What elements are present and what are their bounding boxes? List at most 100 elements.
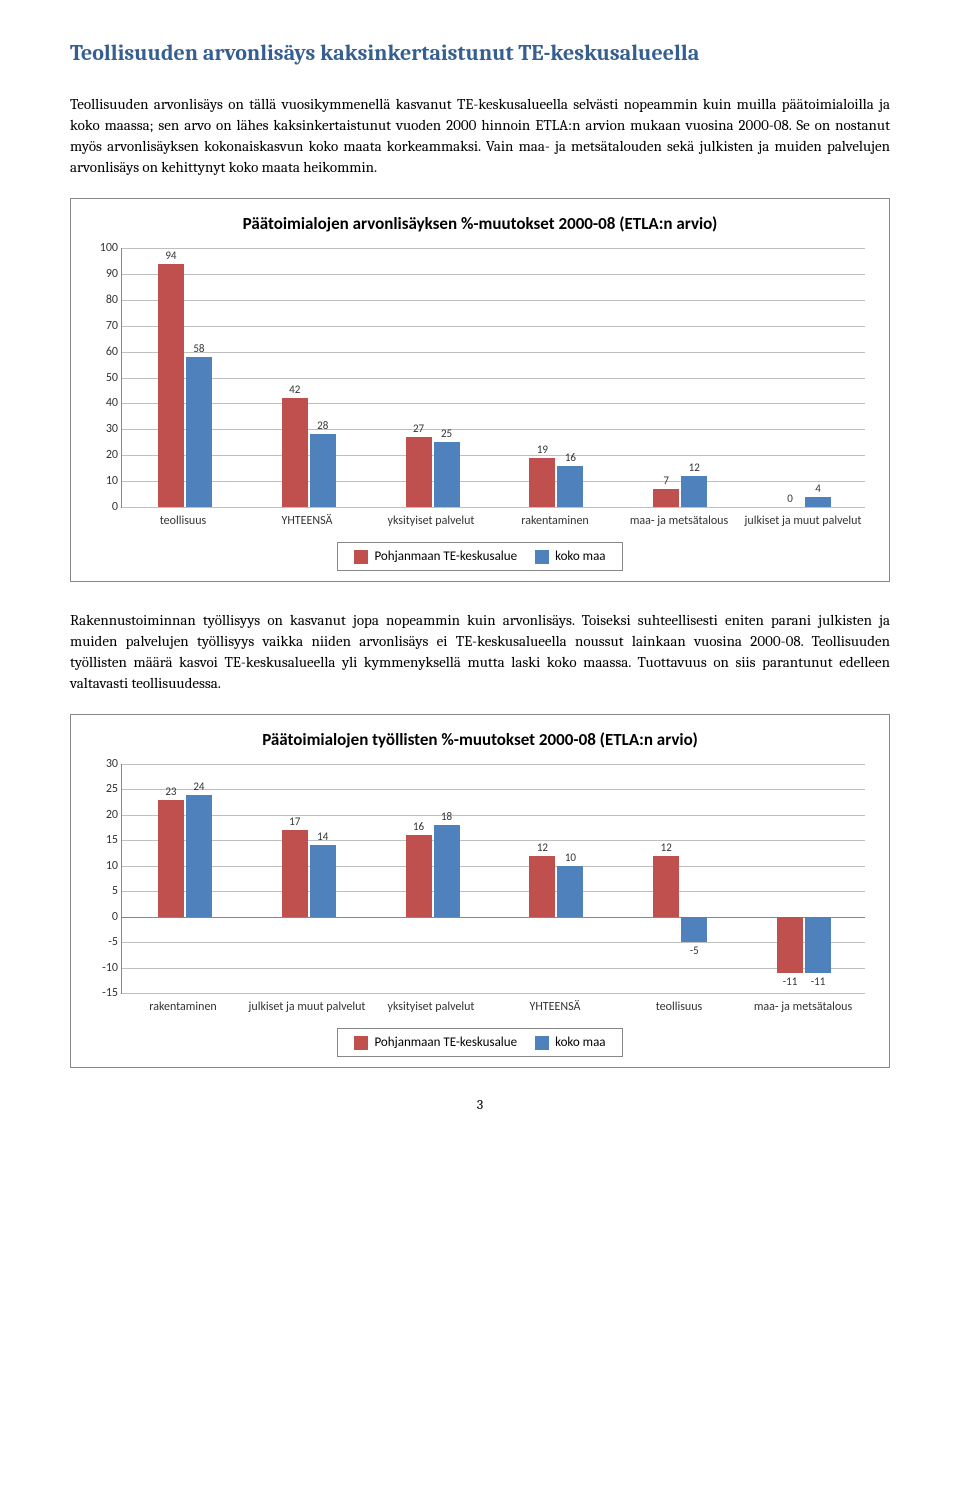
bar-group: 712 <box>617 248 741 507</box>
bar-value-label: 14 <box>310 830 336 843</box>
bar: 58 <box>186 357 212 507</box>
gridline <box>122 993 865 994</box>
bar: 4 <box>805 497 831 507</box>
bar-group: 1916 <box>493 248 617 507</box>
y-axis-label: 40 <box>92 396 118 410</box>
page-number: 3 <box>70 1096 890 1113</box>
bar: 19 <box>529 458 555 507</box>
y-axis-label: 0 <box>92 910 118 924</box>
bar-group: 1714 <box>246 764 370 993</box>
bar: 42 <box>282 398 308 507</box>
bar-group: 1618 <box>370 764 494 993</box>
bar: 7 <box>653 489 679 507</box>
bar: 23 <box>158 800 184 917</box>
legend-swatch-2 <box>535 550 549 564</box>
legend-label-1: Pohjanmaan TE-keskusalue <box>374 549 517 564</box>
y-axis-label: 60 <box>92 345 118 359</box>
x-axis-label: julkiset ja muut palvelut <box>741 508 865 528</box>
y-axis-label: 70 <box>92 319 118 333</box>
legend-swatch-2b <box>535 1036 549 1050</box>
y-axis-label: 30 <box>92 757 118 771</box>
x-axis-label: maa- ja metsätalous <box>741 994 865 1014</box>
x-axis-label: YHTEENSÄ <box>493 994 617 1014</box>
legend-label-2: koko maa <box>555 549 605 564</box>
bar: 25 <box>434 442 460 507</box>
y-axis-label: -5 <box>92 935 118 949</box>
y-axis-label: 0 <box>92 500 118 514</box>
x-axis-label: julkiset ja muut palvelut <box>245 994 369 1014</box>
y-axis-label: -10 <box>92 961 118 975</box>
legend-item-1: Pohjanmaan TE-keskusalue <box>354 549 517 564</box>
bar-value-label: 16 <box>406 820 432 833</box>
bar-group: 12-5 <box>617 764 741 993</box>
chart-2-xlabels: rakentaminenjulkiset ja muut palvelutyks… <box>121 994 865 1014</box>
x-axis-label: teollisuus <box>617 994 741 1014</box>
x-axis-label: yksityiset palvelut <box>369 508 493 528</box>
y-axis-label: 30 <box>92 422 118 436</box>
bar: -5 <box>681 917 707 942</box>
legend-swatch-1b <box>354 1036 368 1050</box>
bar-group: 9458 <box>122 248 246 507</box>
bars-row: 945842282725191671204 <box>122 248 865 507</box>
bar: 28 <box>310 434 336 507</box>
bar: 94 <box>158 264 184 507</box>
bar: 27 <box>406 437 432 507</box>
legend-item-2: koko maa <box>535 549 605 564</box>
bar-value-label: -5 <box>681 944 707 957</box>
bar-group: 4228 <box>246 248 370 507</box>
bar: 14 <box>310 845 336 916</box>
bar: 12 <box>529 856 555 917</box>
bars-row: 232417141618121012-5-11-11 <box>122 764 865 993</box>
bar-value-label: 7 <box>653 474 679 487</box>
bar-value-label: 25 <box>434 427 460 440</box>
y-axis-label: 100 <box>92 241 118 255</box>
bar-value-label: 17 <box>282 815 308 828</box>
y-axis-label: 10 <box>92 474 118 488</box>
bar-value-label: 58 <box>186 342 212 355</box>
y-axis-label: 50 <box>92 371 118 385</box>
chart-1-xlabels: teollisuusYHTEENSÄyksityiset palvelutrak… <box>121 508 865 528</box>
bar-value-label: -11 <box>777 975 803 988</box>
y-axis-label: 80 <box>92 293 118 307</box>
bar: 17 <box>282 830 308 917</box>
bar-value-label: 24 <box>186 780 212 793</box>
y-axis-label: 25 <box>92 782 118 796</box>
bar-value-label: 12 <box>653 841 679 854</box>
bar-value-label: 42 <box>282 383 308 396</box>
bar-value-label: 12 <box>529 841 555 854</box>
legend-label-1b: Pohjanmaan TE-keskusalue <box>374 1035 517 1050</box>
bar: -11 <box>777 917 803 973</box>
chart-2-plot: -15-10-5051015202530232417141618121012-5… <box>121 764 865 994</box>
legend-swatch-1 <box>354 550 368 564</box>
chart-2-legend: Pohjanmaan TE-keskusalue koko maa <box>337 1028 622 1057</box>
bar: 12 <box>653 856 679 917</box>
y-axis-label: -15 <box>92 986 118 1000</box>
x-axis-label: teollisuus <box>121 508 245 528</box>
y-axis-label: 10 <box>92 859 118 873</box>
bar-value-label: 27 <box>406 422 432 435</box>
x-axis-label: rakentaminen <box>121 994 245 1014</box>
bar: 12 <box>681 476 707 507</box>
paragraph-2: Rakennustoiminnan työllisyys on kasvanut… <box>70 610 890 694</box>
x-axis-label: rakentaminen <box>493 508 617 528</box>
legend-item-2b: koko maa <box>535 1035 605 1050</box>
bar-value-label: 94 <box>158 249 184 262</box>
bar-group: -11-11 <box>741 764 865 993</box>
bar-value-label: 4 <box>805 482 831 495</box>
y-axis-label: 15 <box>92 833 118 847</box>
legend-item-1b: Pohjanmaan TE-keskusalue <box>354 1035 517 1050</box>
paragraph-1: Teollisuuden arvonlisäys on tällä vuosik… <box>70 94 890 178</box>
legend-label-2b: koko maa <box>555 1035 605 1050</box>
bar-value-label: -11 <box>805 975 831 988</box>
bar: 16 <box>406 835 432 916</box>
bar-value-label: 23 <box>158 785 184 798</box>
bar-value-label: 18 <box>434 810 460 823</box>
page-title: Teollisuuden arvonlisäys kaksinkertaistu… <box>70 40 890 66</box>
bar: 10 <box>557 866 583 917</box>
bar-group: 04 <box>741 248 865 507</box>
bar-value-label: 28 <box>310 419 336 432</box>
bar-group: 2324 <box>122 764 246 993</box>
bar-value-label: 10 <box>557 851 583 864</box>
bar-value-label: 12 <box>681 461 707 474</box>
bar-group: 1210 <box>493 764 617 993</box>
